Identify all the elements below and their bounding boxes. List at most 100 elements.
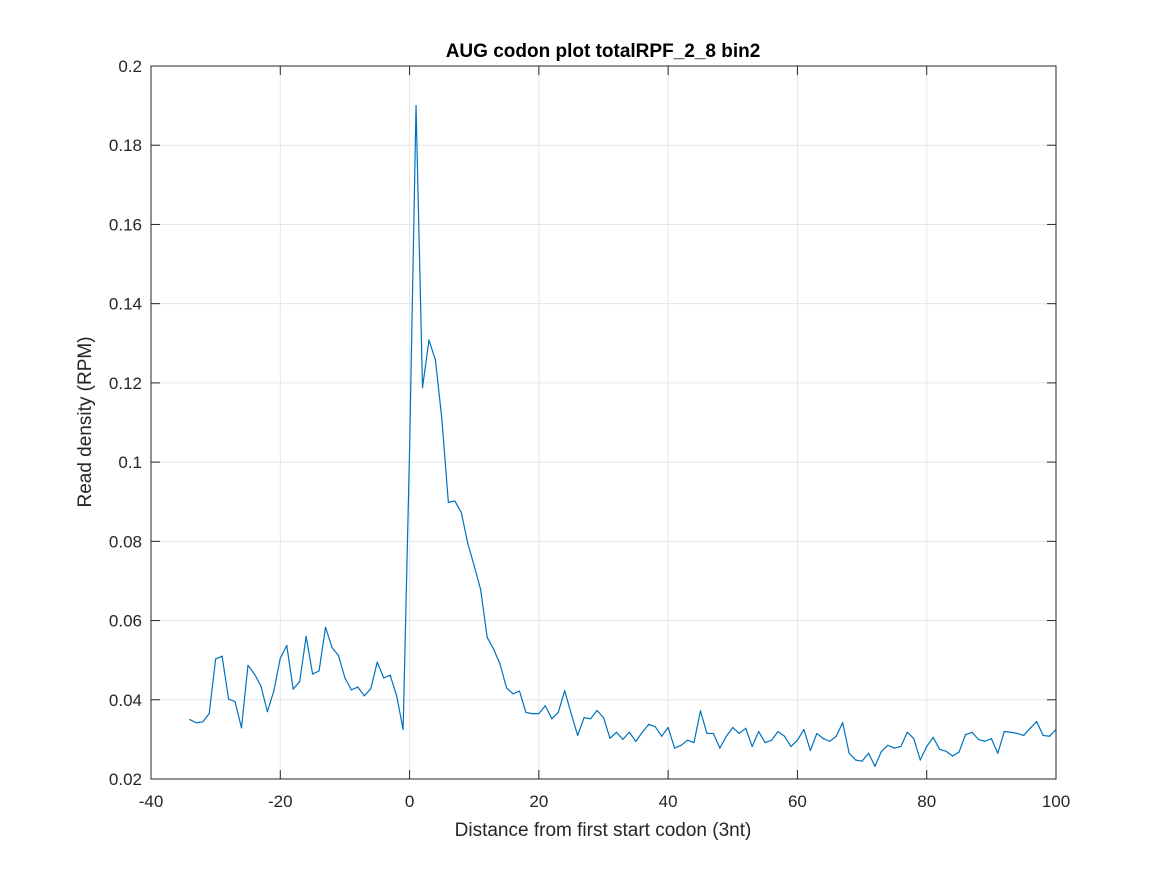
- data-point: [1042, 734, 1044, 737]
- data-point: [350, 689, 352, 691]
- y-axis-label: Read density (RPM): [75, 336, 96, 507]
- x-tick-label: 100: [1042, 792, 1070, 811]
- data-point: [790, 745, 792, 748]
- data-point: [977, 738, 980, 740]
- data-point: [383, 677, 385, 679]
- data-point: [939, 748, 941, 750]
- data-point: [751, 745, 753, 748]
- data-point: [447, 501, 449, 504]
- data-point: [370, 688, 372, 690]
- y-tick-label: 0.06: [109, 612, 142, 631]
- data-point: [312, 673, 314, 675]
- data-point: [227, 698, 230, 700]
- chart-title: AUG codon plot totalRPF_2_8 bin2: [446, 41, 761, 62]
- data-point: [260, 685, 262, 687]
- data-point: [964, 734, 967, 736]
- data-point: [324, 626, 327, 628]
- data-point: [706, 732, 708, 735]
- data-point: [273, 690, 275, 692]
- data-point: [467, 542, 469, 544]
- data-point: [641, 731, 643, 733]
- data-point: [674, 747, 676, 749]
- data-point: [415, 105, 417, 107]
- data-point: [596, 709, 598, 712]
- data-point: [505, 687, 508, 689]
- data-point: [1023, 734, 1025, 737]
- x-tick-label: 0: [405, 792, 414, 811]
- data-point: [822, 738, 824, 740]
- data-point: [208, 713, 210, 715]
- data-point: [796, 739, 799, 741]
- series-points: [189, 105, 1057, 767]
- data-point: [906, 731, 908, 733]
- data-point: [1029, 727, 1031, 729]
- data-point: [421, 387, 424, 389]
- data-point: [764, 741, 766, 744]
- y-tick-label: 0.14: [109, 295, 142, 314]
- x-tick-label: -40: [139, 792, 164, 811]
- y-tick-label: 0.18: [109, 136, 142, 155]
- data-point: [473, 565, 475, 567]
- data-point: [286, 644, 288, 647]
- data-point: [648, 723, 650, 725]
- data-point: [984, 740, 986, 742]
- data-point: [299, 680, 301, 683]
- ticks: [150, 65, 1057, 780]
- data-point: [958, 751, 960, 753]
- x-tick-label: 80: [917, 792, 936, 811]
- data-point: [732, 726, 734, 729]
- data-point: [758, 730, 760, 733]
- data-point: [880, 750, 883, 752]
- data-point: [719, 747, 721, 749]
- data-point: [499, 663, 501, 665]
- y-tick-label: 0.2: [118, 57, 142, 76]
- data-point: [344, 677, 346, 679]
- data-point: [835, 735, 837, 737]
- y-tick-label: 0.02: [109, 770, 142, 789]
- data-point: [609, 737, 611, 739]
- data-point: [292, 688, 294, 690]
- data-point: [1003, 730, 1005, 733]
- data-point: [402, 728, 404, 731]
- data-point: [738, 732, 740, 735]
- data-point: [712, 732, 714, 735]
- data-point: [635, 740, 637, 742]
- data-point: [919, 759, 921, 761]
- data-point: [667, 726, 669, 729]
- data-point: [518, 690, 521, 692]
- data-point: [538, 713, 540, 715]
- data-point: [279, 657, 281, 659]
- data-point: [215, 658, 217, 660]
- data-point: [867, 752, 870, 754]
- data-point: [318, 670, 320, 672]
- x-tick-label: 40: [659, 792, 678, 811]
- y-tick-label: 0.04: [109, 691, 142, 710]
- data-point: [1010, 731, 1012, 733]
- data-point: [460, 511, 462, 514]
- x-tick-label: -20: [268, 792, 293, 811]
- data-point: [512, 693, 514, 695]
- data-point: [615, 731, 618, 733]
- x-axis-label: Distance from first start codon (3nt): [455, 820, 752, 841]
- y-tick-label: 0.12: [109, 374, 142, 393]
- data-point: [997, 752, 999, 754]
- data-point: [544, 705, 546, 707]
- data-point: [557, 711, 559, 714]
- data-point: [589, 718, 592, 720]
- data-point: [577, 734, 579, 737]
- data-point: [408, 449, 411, 451]
- data-point: [686, 739, 689, 741]
- x-tick-label: 20: [529, 792, 548, 811]
- data-point: [434, 359, 437, 361]
- data-point: [622, 738, 624, 740]
- data-point: [693, 741, 695, 744]
- data-point: [195, 722, 197, 724]
- data-point: [1036, 720, 1038, 723]
- data-point: [725, 735, 727, 737]
- data-point: [816, 732, 818, 735]
- data-point: [441, 418, 443, 420]
- x-tick-labels: -40 -20 0 20 40 60 80 100: [139, 792, 1070, 811]
- data-point: [971, 731, 973, 733]
- data-point: [842, 722, 844, 724]
- data-point: [266, 711, 268, 713]
